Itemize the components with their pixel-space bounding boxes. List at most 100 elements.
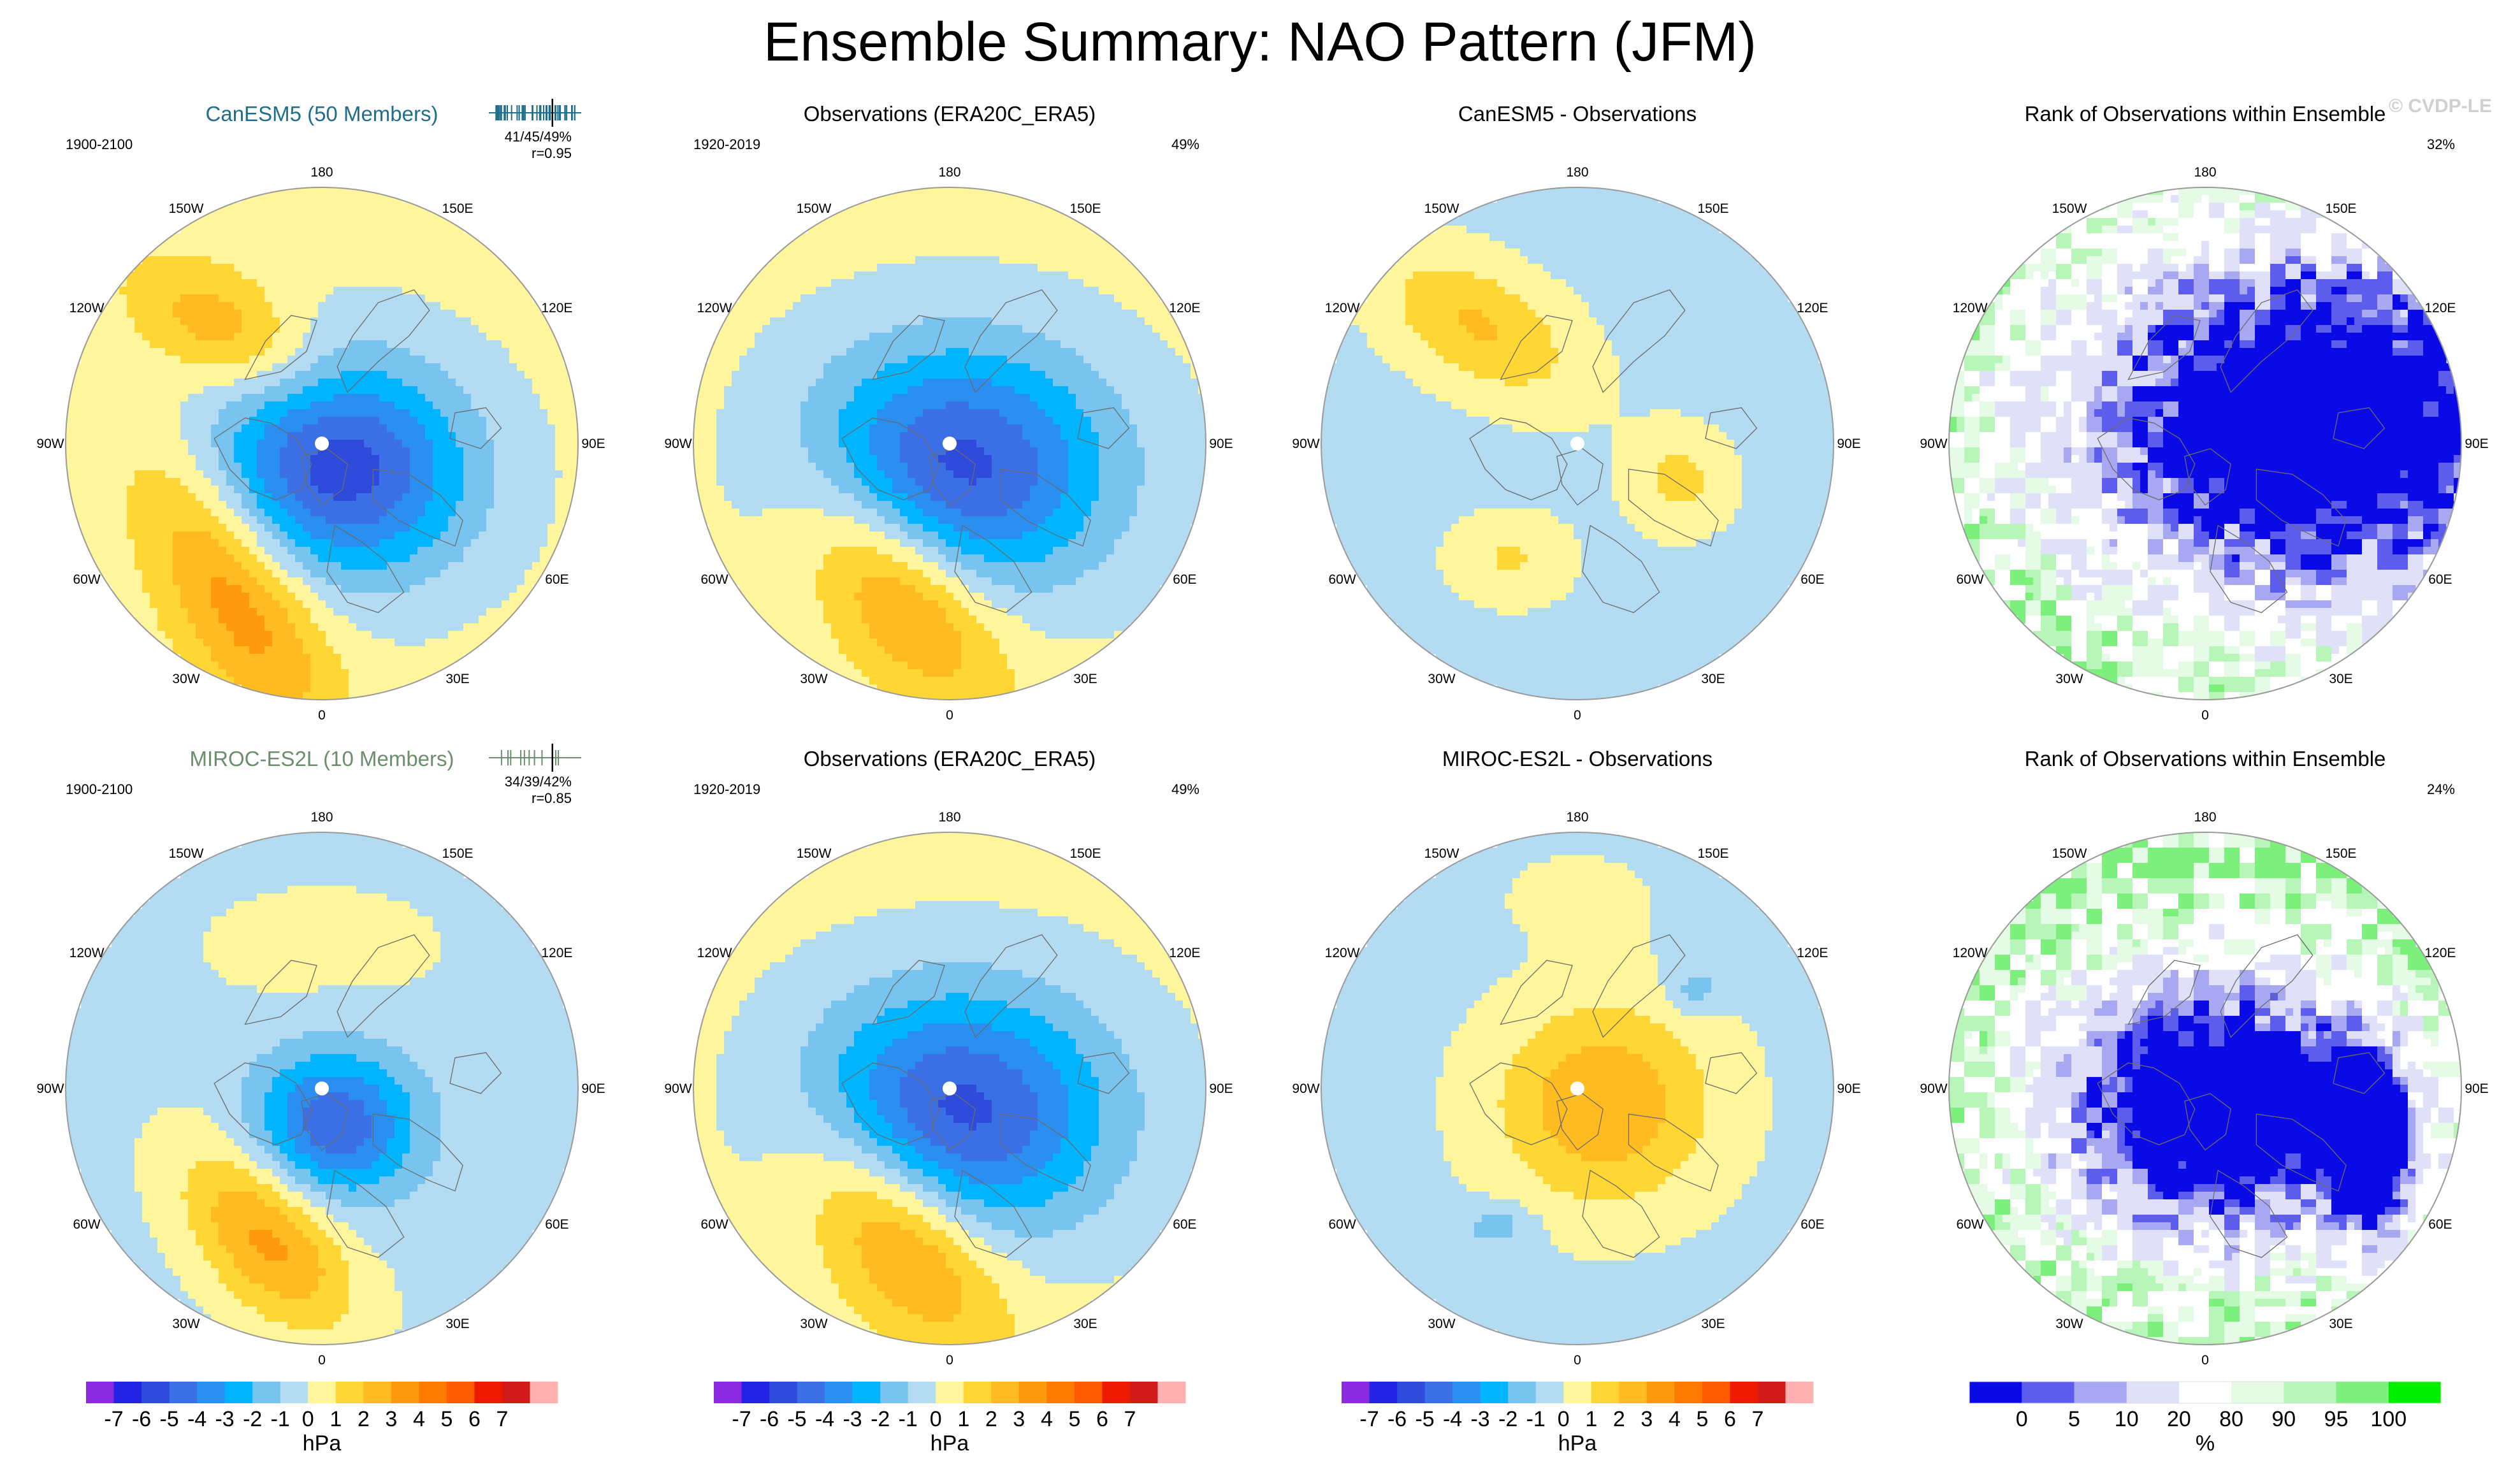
grid-cell — [242, 463, 250, 471]
grid-cell — [310, 226, 319, 234]
grid-cell — [211, 493, 219, 502]
grid-cell — [532, 409, 540, 417]
grid-cell — [747, 340, 755, 349]
grid-cell — [356, 486, 365, 494]
grid-cell — [486, 371, 495, 379]
grid-cell — [242, 677, 250, 685]
grid-cell — [816, 394, 824, 402]
grid-cell — [211, 661, 219, 670]
grid-cell — [440, 371, 449, 379]
grid-cell — [762, 447, 771, 456]
grid-cell — [96, 440, 105, 448]
grid-cell — [555, 394, 563, 402]
grid-cell — [203, 249, 212, 257]
grid-cell — [778, 509, 786, 517]
grid-cell — [395, 646, 403, 654]
grid-cell — [333, 623, 342, 632]
grid-cell — [448, 470, 456, 479]
grid-cell — [547, 371, 556, 379]
grid-cell — [356, 478, 365, 486]
grid-cell — [234, 554, 242, 563]
grid-cell — [892, 394, 901, 402]
grid-cell — [831, 356, 839, 364]
grid-cell — [402, 600, 410, 609]
grid-cell — [463, 593, 472, 601]
grid-cell — [402, 661, 410, 670]
grid-cell — [341, 501, 349, 509]
grid-cell — [264, 577, 273, 586]
grid-cell — [517, 509, 525, 517]
grid-cell — [272, 631, 280, 639]
grid-cell — [785, 463, 793, 471]
grid-cell — [249, 302, 257, 310]
grid-cell — [885, 233, 893, 242]
grid-cell — [295, 593, 303, 601]
grid-cell — [326, 577, 334, 586]
grid-cell — [196, 470, 204, 479]
grid-cell — [877, 493, 885, 502]
grid-cell — [73, 424, 82, 433]
grid-cell — [157, 371, 166, 379]
grid-cell — [785, 593, 793, 601]
grid-cell — [846, 348, 855, 356]
grid-cell — [341, 570, 349, 578]
grid-cell — [287, 531, 296, 540]
grid-cell — [532, 531, 540, 540]
grid-cell — [800, 440, 809, 448]
grid-cell — [433, 447, 441, 456]
grid-cell — [486, 539, 495, 547]
grid-cell — [326, 600, 334, 609]
grid-cell — [410, 539, 418, 547]
grid-cell — [287, 210, 296, 219]
grid-cell — [249, 432, 257, 440]
grid-cell — [395, 623, 403, 632]
grid-cell — [318, 417, 326, 425]
grid-cell — [142, 608, 150, 616]
grid-cell — [747, 570, 755, 578]
grid-cell — [479, 585, 487, 593]
grid-cell — [96, 363, 105, 372]
grid-cell — [479, 600, 487, 609]
grid-cell — [800, 417, 809, 425]
grid-cell — [173, 394, 181, 402]
grid-cell — [463, 554, 472, 563]
grid-cell — [165, 424, 173, 433]
grid-cell — [517, 294, 525, 303]
grid-cell — [869, 317, 878, 326]
grid-cell — [272, 524, 280, 532]
grid-cell — [173, 310, 181, 318]
grid-cell — [333, 692, 342, 700]
grid-cell — [892, 279, 901, 287]
grid-cell — [280, 432, 288, 440]
grid-cell — [502, 333, 510, 341]
grid-cell — [287, 249, 296, 257]
grid-cell — [410, 233, 418, 242]
grid-cell — [862, 600, 870, 609]
grid-cell — [701, 386, 709, 394]
grid-cell — [150, 447, 158, 456]
grid-cell — [509, 593, 518, 601]
grid-cell — [188, 310, 196, 318]
grid-cell — [372, 325, 380, 333]
grid-cell — [509, 463, 518, 471]
grid-cell — [785, 294, 793, 303]
grid-cell — [448, 256, 456, 264]
grid-cell — [716, 493, 725, 502]
grid-cell — [525, 493, 533, 502]
grid-cell — [762, 608, 771, 616]
grid-cell — [150, 531, 158, 540]
grid-cell — [272, 455, 280, 463]
grid-cell — [509, 493, 518, 502]
grid-cell — [295, 447, 303, 456]
grid-cell — [295, 539, 303, 547]
grid-cell — [112, 363, 120, 372]
grid-cell — [800, 463, 809, 471]
grid-cell — [425, 509, 433, 517]
grid-cell — [479, 470, 487, 479]
grid-cell — [747, 577, 755, 586]
grid-cell — [349, 470, 357, 479]
grid-cell — [211, 294, 219, 303]
grid-cell — [379, 516, 387, 524]
grid-cell — [793, 302, 801, 310]
grid-cell — [333, 218, 342, 226]
